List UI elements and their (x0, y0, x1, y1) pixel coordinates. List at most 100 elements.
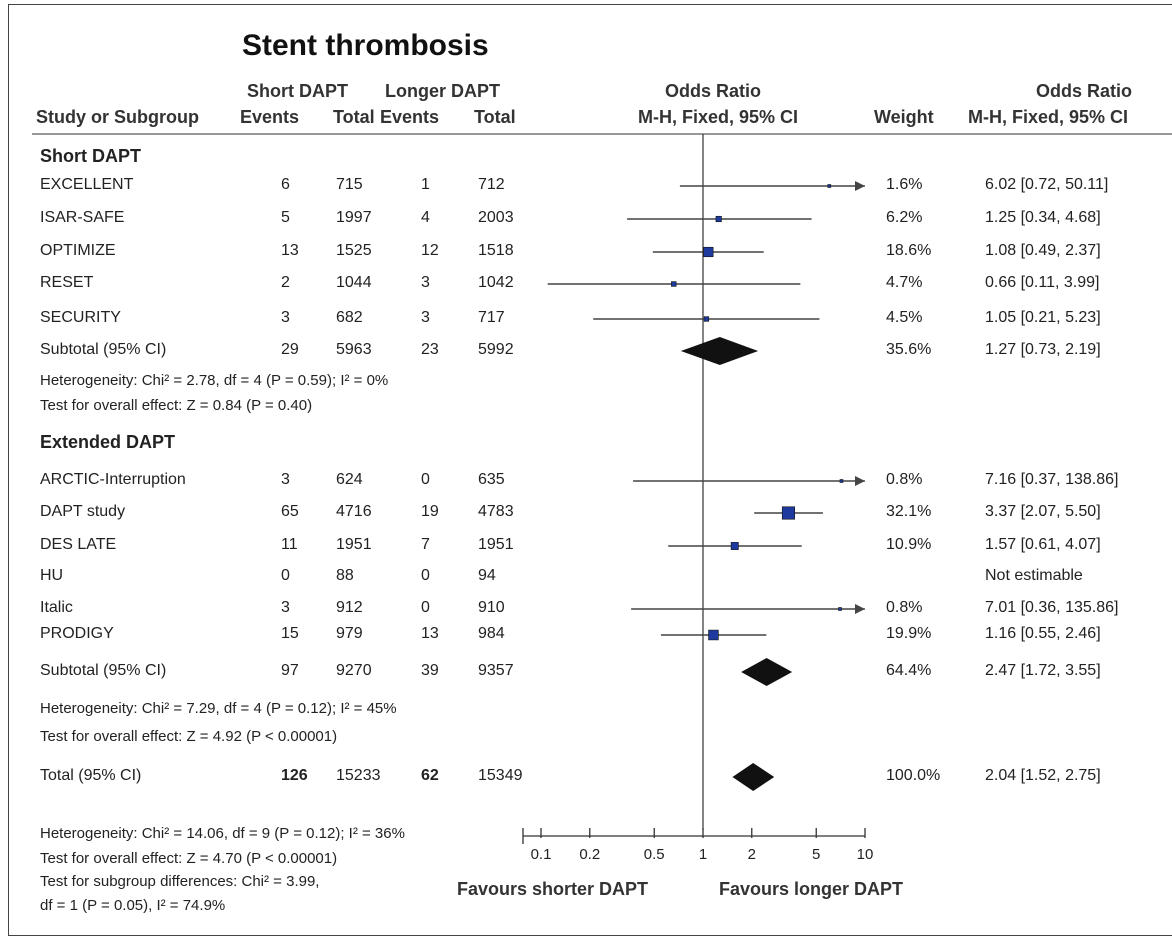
point-estimate (708, 629, 719, 641)
total-short: 682 (336, 309, 363, 326)
or-ci-text: 1.57 [0.61, 4.07] (985, 536, 1101, 553)
overall-effect-text: Test for overall effect: Z = 4.92 (P < 0… (40, 728, 338, 745)
footer-heterogeneity: Heterogeneity: Chi² = 14.06, df = 9 (P =… (40, 825, 405, 842)
events-short: 3 (281, 471, 290, 488)
study-name: Italic (40, 599, 73, 616)
events-longer: 19 (421, 503, 439, 520)
point-estimate (671, 281, 677, 287)
point-estimate (703, 316, 710, 322)
total-short: 979 (336, 625, 363, 642)
weight-value: 0.8% (886, 471, 923, 488)
weight-value: 4.5% (886, 309, 923, 326)
header-or-plot-2: M-H, Fixed, 95% CI (637, 107, 799, 127)
total-longer: 4783 (478, 503, 514, 520)
total-short: 624 (336, 471, 363, 488)
total-short: 1525 (336, 242, 372, 259)
events-longer: 0 (421, 471, 430, 488)
events-short-sum: 29 (281, 341, 299, 358)
weight-sum: 35.6% (886, 341, 932, 358)
point-estimate (781, 506, 796, 520)
weight-value: 4.7% (886, 274, 923, 291)
study-name: ARCTIC-Interruption (40, 471, 186, 488)
pooled-diamond (741, 658, 793, 686)
events-longer: 3 (421, 274, 430, 291)
or-ci-text: 3.37 [2.07, 5.50] (985, 503, 1101, 520)
point-estimate (730, 542, 739, 550)
favours-right-label: Favours longer DAPT (719, 879, 904, 899)
weight-value: 10.9% (886, 536, 932, 553)
or-ci-text: 7.01 [0.36, 135.86] (985, 599, 1119, 616)
total-short: 912 (336, 599, 363, 616)
study-name: SECURITY (40, 309, 121, 326)
footer-subgroup-diff-2: df = 1 (P = 0.05), I² = 74.9% (40, 897, 226, 914)
events-short: 0 (281, 567, 290, 584)
or-ci-text: 0.66 [0.11, 3.99] (985, 274, 1100, 291)
footer-subgroup-diff-1: Test for subgroup differences: Chi² = 3.… (40, 873, 320, 890)
events-short: 3 (281, 309, 290, 326)
x-tick-label: 1 (698, 846, 708, 863)
events-short: 15 (281, 625, 299, 642)
or-ci-text: 1.05 [0.21, 5.23] (985, 309, 1101, 326)
total-longer-sum: 9357 (478, 662, 514, 679)
subgroup-heading: Extended DAPT (40, 432, 176, 452)
header-total-1: Total (333, 107, 375, 127)
subgroup-heading: Short DAPT (40, 146, 141, 166)
events-short: 13 (281, 242, 299, 259)
total-longer: 712 (478, 176, 505, 193)
header-or-text-2: M-H, Fixed, 95% CI (968, 107, 1129, 127)
weight-sum: 100.0% (886, 767, 941, 784)
x-tick-label: 5 (812, 846, 821, 863)
study-name: OPTIMIZE (40, 242, 116, 259)
weight-value: 0.8% (886, 599, 923, 616)
events-short: 5 (281, 209, 290, 226)
total-short-sum: 9270 (336, 662, 372, 679)
events-longer: 0 (421, 567, 430, 584)
chart-frame (8, 4, 1172, 936)
weight-value: 19.9% (886, 625, 932, 642)
point-estimate (839, 479, 844, 483)
or-ci-sum: 1.27 [0.73, 2.19] (985, 341, 1101, 358)
study-name: PRODIGY (40, 625, 114, 642)
or-ci-text: 1.25 [0.34, 4.68] (985, 209, 1101, 226)
weight-value: 32.1% (886, 503, 932, 520)
total-short: 715 (336, 176, 363, 193)
or-ci-text: Not estimable (985, 567, 1083, 584)
study-name: HU (40, 567, 64, 584)
overall-effect-text: Test for overall effect: Z = 0.84 (P = 0… (40, 397, 313, 414)
events-short: 3 (281, 599, 290, 616)
weight-value: 1.6% (886, 176, 923, 193)
study-name: DES LATE (40, 536, 117, 553)
events-longer: 4 (421, 209, 430, 226)
or-ci-text: 6.02 [0.72, 50.11] (985, 176, 1109, 193)
total-longer: 1042 (478, 274, 514, 291)
total-longer: 984 (478, 625, 505, 642)
x-tick-label: 0.2 (579, 846, 601, 863)
header-study: Study or Subgroup (36, 107, 199, 127)
ci-arrow (855, 181, 865, 191)
total-short-sum: 5963 (336, 341, 372, 358)
total-short: 4716 (336, 503, 372, 520)
weight-value: 6.2% (886, 209, 923, 226)
point-estimate (827, 184, 832, 188)
events-longer: 7 (421, 536, 430, 553)
total-longer: 910 (478, 599, 505, 616)
ci-arrow (855, 476, 865, 486)
or-ci-text: 7.16 [0.37, 138.86] (985, 471, 1119, 488)
total-longer: 1951 (478, 536, 514, 553)
events-longer: 0 (421, 599, 430, 616)
x-tick-label: 0.5 (643, 846, 665, 863)
events-short: 6 (281, 176, 290, 193)
subtotal-label: Subtotal (95% CI) (40, 662, 167, 679)
events-short: 2 (281, 274, 290, 291)
total-short: 1951 (336, 536, 372, 553)
header-events-2: Events (380, 107, 440, 127)
or-ci-text: 1.16 [0.55, 2.46] (985, 625, 1101, 642)
total-longer-sum: 15349 (478, 767, 523, 784)
study-name: EXCELLENT (40, 176, 134, 193)
total-short: 1044 (336, 274, 372, 291)
events-short-sum: 126 (281, 767, 308, 784)
header-events-1: Events (240, 107, 300, 127)
subtotal-label: Subtotal (95% CI) (40, 341, 167, 358)
point-estimate (703, 246, 714, 258)
events-short: 11 (281, 536, 298, 553)
